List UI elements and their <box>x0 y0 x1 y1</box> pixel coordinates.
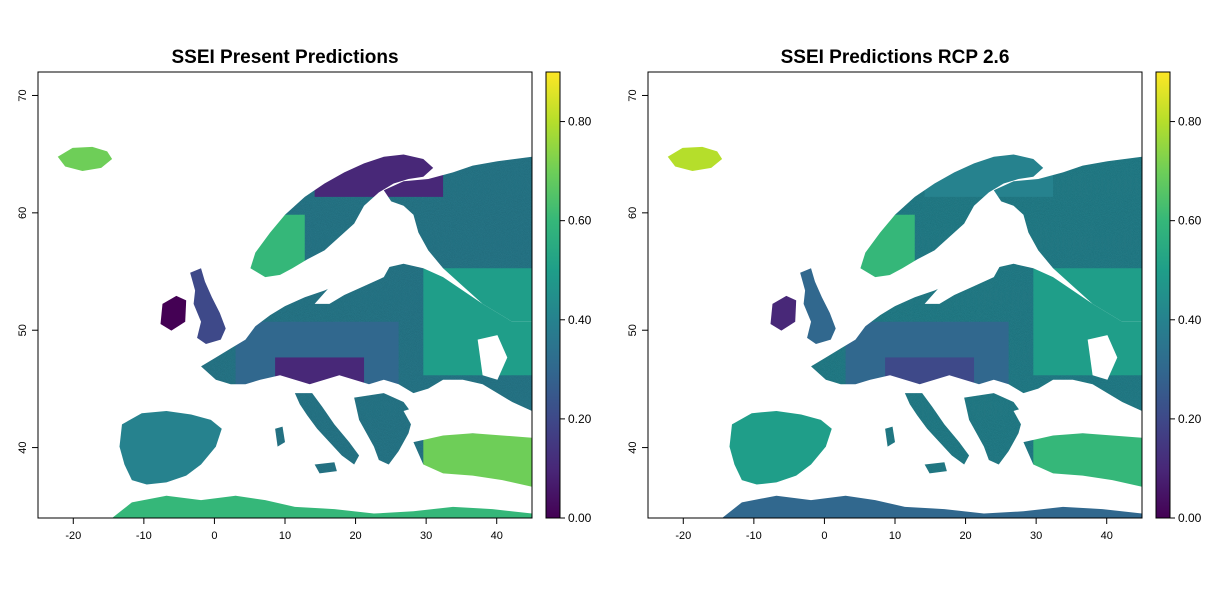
x-tick-label: 30 <box>1030 530 1042 542</box>
colorbar-tick-label: 0.60 <box>568 214 592 228</box>
region-north-africa <box>112 495 532 518</box>
panel-title: SSEI Predictions RCP 2.6 <box>781 47 1010 68</box>
region-east <box>423 268 532 376</box>
map-panel-present: SSEI Present Predictions -20 -10 0 10 20 30 40… <box>17 47 592 542</box>
colorbar-tick-label: 0.00 <box>568 511 592 525</box>
region-iberia <box>119 410 224 487</box>
region-east <box>1033 268 1142 376</box>
y-tick-label: 50 <box>17 324 29 336</box>
colorbar-tick-label: 0.80 <box>568 115 592 129</box>
x-axis: -20 -10 0 10 20 30 40 <box>675 518 1113 542</box>
region-iceland <box>662 143 728 175</box>
colorbar-tick-label: 0.60 <box>1178 214 1202 228</box>
map-raster <box>648 72 1142 518</box>
region-ireland <box>156 292 192 336</box>
region-north-africa <box>722 495 1142 518</box>
x-tick-label: -10 <box>746 530 762 542</box>
map-panel-rcp26: SSEI Predictions RCP 2.6 -20 -10 0 10 20 30 40… <box>627 47 1202 542</box>
y-axis: 40 50 60 70 <box>627 89 648 454</box>
region-scandinavia-north <box>924 152 1054 197</box>
colorbar: 0.00 0.20 0.40 0.60 0.80 <box>545 71 592 525</box>
colorbar-tick-label: 0.40 <box>568 313 592 327</box>
y-tick-label: 70 <box>627 89 639 101</box>
region-alps <box>275 357 365 385</box>
x-tick-label: 20 <box>349 530 361 542</box>
x-tick-label: 40 <box>1101 530 1113 542</box>
x-tick-label: 0 <box>821 530 827 542</box>
y-tick-label: 60 <box>627 207 639 219</box>
colorbar-tick-label: 0.40 <box>1178 313 1202 327</box>
x-tick-label: 30 <box>420 530 432 542</box>
region-iceland <box>52 143 118 175</box>
x-tick-label: 40 <box>491 530 503 542</box>
colorbar-tick-label: 0.00 <box>1178 511 1202 525</box>
map-raster <box>38 72 532 518</box>
y-axis: 40 50 60 70 <box>17 89 38 454</box>
region-alps <box>885 357 975 385</box>
y-tick-label: 50 <box>627 324 639 336</box>
colorbar-gradient <box>545 71 561 519</box>
region-iberia <box>729 410 834 487</box>
colorbar-ticks: 0.00 0.20 0.40 0.60 0.80 <box>1170 115 1202 525</box>
y-tick-label: 40 <box>17 441 29 453</box>
region-scandinavia-north <box>314 152 444 197</box>
x-tick-label: -20 <box>65 530 81 542</box>
colorbar-tick-label: 0.20 <box>1178 412 1202 426</box>
x-tick-label: -20 <box>675 530 691 542</box>
y-tick-label: 70 <box>17 89 29 101</box>
region-turkey <box>423 433 532 487</box>
colorbar: 0.00 0.20 0.40 0.60 0.80 <box>1155 71 1202 525</box>
colorbar-tick-label: 0.80 <box>1178 115 1202 129</box>
x-tick-label: -10 <box>136 530 152 542</box>
region-scandinavia-coast <box>245 214 305 282</box>
colorbar-gradient <box>1155 71 1171 519</box>
x-tick-label: 10 <box>279 530 291 542</box>
region-gb <box>186 266 231 347</box>
region-ireland <box>766 292 802 336</box>
region-turkey <box>1033 433 1142 487</box>
panel-title: SSEI Present Predictions <box>171 47 398 68</box>
y-tick-label: 60 <box>17 207 29 219</box>
y-tick-label: 40 <box>627 441 639 453</box>
x-axis: -20 -10 0 10 20 30 40 <box>65 518 503 542</box>
x-tick-label: 10 <box>889 530 901 542</box>
colorbar-tick-label: 0.20 <box>568 412 592 426</box>
x-tick-label: 0 <box>211 530 217 542</box>
x-tick-label: 20 <box>959 530 971 542</box>
colorbar-ticks: 0.00 0.20 0.40 0.60 0.80 <box>560 115 592 525</box>
region-scandinavia-coast <box>855 214 915 282</box>
region-gb <box>796 266 841 347</box>
